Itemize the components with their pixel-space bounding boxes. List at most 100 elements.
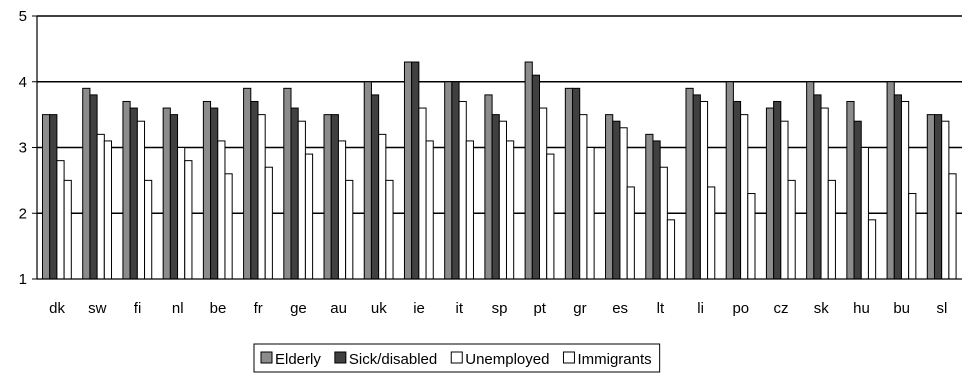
bar-unemployed-gr bbox=[579, 114, 588, 280]
bar-immigrants-ge bbox=[304, 153, 314, 280]
bar-unemployed-it bbox=[458, 100, 467, 280]
bar-unemployed-po bbox=[740, 114, 749, 280]
bar-sick-disabled-sp bbox=[491, 114, 500, 280]
bar-unemployed-es bbox=[619, 127, 628, 280]
x-tick-label: be bbox=[210, 300, 227, 317]
bar-sick-disabled-po bbox=[732, 100, 742, 280]
bar-elderly-it bbox=[444, 81, 453, 280]
y-tick-labels: 1 2 3 4 5 bbox=[19, 8, 27, 288]
bar-sick-disabled-dk bbox=[49, 114, 58, 280]
bar-immigrants-it bbox=[465, 140, 474, 280]
bar-immigrants-hu bbox=[867, 219, 877, 280]
x-tick-label: bu bbox=[893, 300, 910, 317]
bar-immigrants-li bbox=[707, 186, 716, 280]
bar-sick-disabled-au bbox=[330, 114, 339, 280]
y-tick-label: 5 bbox=[19, 8, 27, 25]
bar-elderly-nl bbox=[162, 107, 171, 280]
bar-immigrants-lt bbox=[666, 219, 676, 280]
y-tick-label: 3 bbox=[19, 140, 27, 157]
bar-elderly-ge bbox=[283, 87, 292, 280]
x-tick-label: lt bbox=[657, 300, 665, 317]
legend-swatch bbox=[260, 351, 273, 364]
bar-immigrants-sk bbox=[827, 179, 836, 280]
bar-sick-disabled-ge bbox=[290, 107, 299, 280]
bar-elderly-au bbox=[323, 114, 332, 280]
bar-sick-disabled-nl bbox=[169, 114, 179, 280]
bar-sick-disabled-cz bbox=[773, 100, 782, 280]
legend-label: Unemployed bbox=[465, 351, 549, 368]
bar-immigrants-fr bbox=[264, 166, 273, 280]
bar-immigrants-sw bbox=[103, 140, 113, 280]
x-tick-labels: dk sw fi nl be fr ge au uk ie it sp pt gr es lt li po cz sk… bbox=[49, 300, 947, 317]
bar-immigrants-nl bbox=[184, 160, 193, 280]
bar-sick-disabled-fr bbox=[250, 100, 259, 280]
bar-unemployed-bu bbox=[900, 100, 910, 280]
bar-unemployed-dk bbox=[56, 160, 65, 280]
bar-sick-disabled-fi bbox=[129, 107, 138, 280]
bar-elderly-hu bbox=[846, 100, 855, 280]
legend-swatch bbox=[334, 351, 347, 364]
bar-unemployed-sp bbox=[498, 120, 507, 280]
bar-unemployed-pt bbox=[539, 107, 548, 280]
x-tick-label: fr bbox=[254, 300, 263, 317]
bar-elderly-be bbox=[202, 100, 212, 280]
bar-sick-disabled-gr bbox=[572, 87, 581, 280]
bar-immigrants-es bbox=[626, 186, 635, 280]
bar-unemployed-au bbox=[337, 140, 347, 280]
bar-elderly-cz bbox=[765, 107, 775, 280]
bar-sick-disabled-lt bbox=[652, 140, 661, 280]
bar-elderly-lt bbox=[645, 133, 654, 280]
legend-label: Immigrants bbox=[577, 351, 651, 368]
x-tick-label: hu bbox=[853, 300, 870, 317]
bar-unemployed-ge bbox=[297, 120, 306, 280]
x-tick-label: gr bbox=[573, 300, 586, 317]
bars bbox=[42, 61, 957, 280]
bar-sick-disabled-sw bbox=[89, 94, 98, 280]
bar-elderly-sk bbox=[806, 81, 815, 280]
x-tick-label: cz bbox=[774, 300, 789, 317]
bar-unemployed-fi bbox=[136, 120, 146, 280]
bar-elderly-pt bbox=[524, 61, 533, 280]
bar-sick-disabled-it bbox=[451, 81, 460, 280]
bar-sick-disabled-es bbox=[612, 120, 621, 280]
legend-swatch bbox=[450, 351, 463, 364]
legend-swatch bbox=[562, 351, 575, 364]
bar-sick-disabled-pt bbox=[531, 74, 541, 280]
bar-sick-disabled-be bbox=[210, 107, 219, 280]
bar-unemployed-cz bbox=[780, 120, 789, 280]
bar-immigrants-be bbox=[224, 173, 233, 280]
x-tick-label: ge bbox=[290, 300, 307, 317]
bar-unemployed-hu bbox=[860, 147, 869, 280]
legend: Elderly Sick/disabled Unemployed Immigrants bbox=[253, 343, 661, 373]
bar-sick-disabled-li bbox=[692, 94, 701, 280]
bar-sick-disabled-sl bbox=[933, 114, 943, 280]
x-tick-label: li bbox=[697, 300, 704, 317]
bar-unemployed-li bbox=[699, 100, 709, 280]
bar-elderly-fi bbox=[122, 100, 131, 280]
bar-sick-disabled-bu bbox=[893, 94, 902, 280]
bar-immigrants-gr bbox=[586, 147, 595, 280]
x-tick-label: sk bbox=[814, 300, 830, 317]
axes bbox=[32, 15, 962, 280]
bar-elderly-fr bbox=[243, 87, 252, 280]
bar-elderly-sp bbox=[484, 94, 493, 280]
bar-immigrants-sl bbox=[948, 173, 957, 280]
bar-elderly-po bbox=[725, 81, 734, 280]
x-tick-label: uk bbox=[371, 300, 387, 317]
bar-immigrants-bu bbox=[908, 193, 917, 280]
legend-label: Elderly bbox=[275, 351, 321, 368]
bar-immigrants-pt bbox=[546, 153, 555, 280]
bar-elderly-uk bbox=[363, 81, 372, 280]
bar-immigrants-uk bbox=[385, 179, 394, 280]
legend-label: Sick/disabled bbox=[349, 351, 437, 368]
bar-immigrants-po bbox=[747, 193, 756, 280]
bar-unemployed-be bbox=[217, 140, 226, 280]
x-tick-label: sw bbox=[88, 300, 107, 317]
bar-sick-disabled-hu bbox=[853, 120, 862, 280]
y-tick-label: 2 bbox=[19, 205, 27, 222]
bar-unemployed-sw bbox=[96, 133, 105, 280]
bar-elderly-li bbox=[685, 87, 694, 280]
y-tick-label: 4 bbox=[19, 74, 27, 91]
bar-unemployed-ie bbox=[418, 107, 427, 280]
